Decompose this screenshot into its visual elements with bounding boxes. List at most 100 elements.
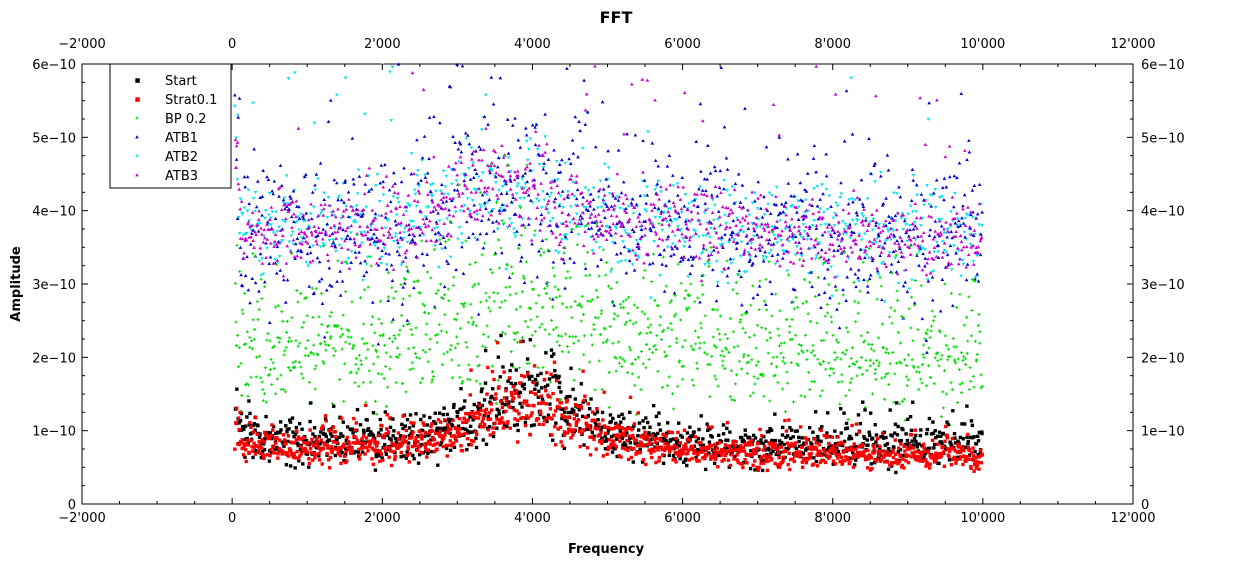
data-point (537, 163, 542, 167)
data-point (813, 257, 818, 261)
data-point (409, 152, 414, 156)
data-point (511, 195, 516, 199)
data-point (357, 384, 361, 388)
data-point (674, 210, 678, 214)
data-point (461, 379, 465, 383)
data-point (496, 196, 500, 200)
data-point (401, 324, 405, 328)
data-point (477, 363, 481, 367)
data-point (347, 266, 352, 270)
data-point (980, 223, 984, 228)
data-point (822, 256, 826, 260)
data-point (641, 138, 645, 143)
data-point (552, 199, 556, 203)
data-point (365, 230, 370, 234)
data-point (814, 237, 818, 241)
data-point (682, 245, 686, 249)
data-point (538, 325, 542, 329)
data-point (330, 434, 334, 438)
data-point (510, 272, 514, 276)
data-point (441, 412, 445, 417)
data-point (925, 184, 929, 188)
data-point (533, 186, 537, 190)
data-point (344, 204, 349, 208)
data-point (740, 367, 744, 371)
data-point (271, 345, 275, 349)
data-point (975, 434, 980, 439)
data-point (832, 248, 836, 252)
data-point (911, 210, 915, 214)
data-point (284, 463, 289, 467)
data-point (577, 408, 581, 412)
data-point (543, 135, 547, 139)
data-point (565, 419, 569, 424)
data-point (901, 284, 906, 288)
data-point (398, 230, 402, 234)
data-point (825, 431, 829, 435)
data-point (329, 447, 334, 451)
data-point (870, 342, 874, 346)
data-point (830, 294, 834, 298)
data-point (581, 195, 585, 199)
data-point (592, 237, 596, 241)
data-point (707, 221, 712, 225)
data-point (850, 197, 854, 201)
data-point (760, 326, 764, 330)
data-point (310, 442, 315, 446)
data-point (723, 213, 727, 217)
data-point (316, 177, 320, 181)
data-point (394, 206, 399, 211)
data-point (741, 326, 745, 330)
series-bp-0-2 (233, 154, 984, 427)
data-point (724, 205, 728, 210)
data-point (913, 224, 918, 228)
data-point (386, 295, 390, 299)
data-point (537, 143, 541, 147)
data-point (940, 255, 945, 259)
data-point (746, 353, 750, 357)
data-point (606, 184, 611, 188)
data-point (942, 248, 947, 253)
data-point (296, 248, 300, 252)
data-point (840, 373, 844, 377)
data-point (322, 197, 326, 202)
data-point (474, 445, 479, 450)
data-point (701, 443, 706, 447)
data-point (548, 402, 552, 406)
data-point (259, 376, 263, 380)
data-point (884, 196, 888, 200)
data-point (396, 201, 401, 205)
data-point (256, 229, 261, 233)
data-point (896, 242, 901, 246)
data-point (881, 201, 886, 206)
data-point (446, 231, 450, 236)
data-point (901, 213, 906, 217)
data-point (449, 198, 454, 203)
data-point (759, 222, 764, 226)
data-point (855, 374, 859, 378)
data-point (395, 238, 400, 242)
data-point (471, 322, 475, 326)
data-point (345, 459, 349, 463)
y-axis-title: Amplitude (9, 246, 24, 322)
data-point (715, 281, 720, 285)
data-point (442, 352, 446, 356)
data-point (813, 238, 818, 242)
data-point (332, 178, 337, 182)
data-point (664, 284, 668, 288)
data-point (546, 280, 550, 284)
data-point (811, 430, 815, 434)
data-point (909, 198, 914, 203)
data-point (452, 317, 456, 321)
data-point (509, 350, 513, 354)
data-point (779, 351, 783, 355)
data-point (443, 426, 447, 430)
data-point (976, 279, 981, 283)
data-point (383, 410, 388, 414)
data-point (472, 283, 476, 287)
data-point (875, 297, 879, 301)
data-point (283, 207, 287, 211)
data-point (716, 209, 721, 213)
data-point (306, 218, 311, 222)
data-point (343, 180, 347, 184)
